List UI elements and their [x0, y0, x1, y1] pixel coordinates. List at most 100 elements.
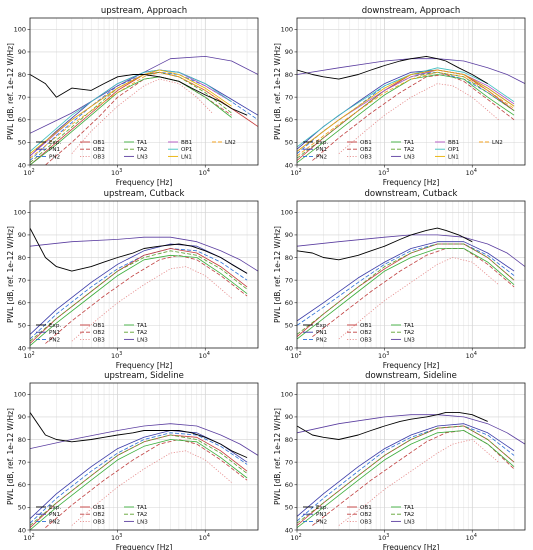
legend-label: Exp. — [49, 140, 61, 146]
series-ta1 — [30, 439, 248, 530]
y-tick-label: 50 — [18, 504, 26, 512]
series-pn2 — [30, 432, 248, 524]
series-ta1 — [30, 254, 248, 347]
legend-label: PN1 — [316, 330, 328, 336]
series-group — [297, 55, 525, 164]
x-tick-label: 104 — [199, 351, 210, 360]
y-tick-label: 60 — [285, 116, 293, 124]
x-tick-label: 103 — [111, 533, 122, 542]
legend-label: LN2 — [225, 140, 236, 146]
legend-label: BB1 — [181, 140, 193, 146]
series-group — [30, 227, 258, 347]
x-tick-label: 103 — [111, 168, 122, 177]
y-tick-label: 60 — [18, 116, 26, 124]
x-tick-label: 104 — [199, 533, 210, 542]
series-pn1 — [297, 423, 515, 517]
legend-label: PN2 — [316, 519, 327, 525]
x-tick-label: 102 — [23, 351, 34, 360]
y-tick-label: 80 — [18, 436, 26, 444]
legend-label: TA1 — [136, 140, 148, 146]
legend-label: LN3 — [137, 519, 148, 525]
series-ob2 — [45, 254, 248, 344]
legend-label: PN1 — [316, 512, 328, 518]
y-tick-label: 80 — [285, 71, 293, 79]
legend-label: LN3 — [137, 337, 148, 343]
y-axis-label: PWL [dB, ref. 1e-12 W/Hz] — [6, 226, 15, 323]
legend-label: OB3 — [93, 337, 105, 343]
series-exp — [297, 227, 473, 261]
x-tick-label: 103 — [378, 168, 389, 177]
legend-label: LN3 — [404, 519, 415, 525]
x-tick-label: 104 — [466, 351, 477, 360]
y-tick-label: 40 — [285, 526, 293, 534]
y-tick-label: 40 — [18, 526, 26, 534]
legend-label: PN1 — [316, 147, 328, 153]
panel-title: downstream, Cutback — [365, 189, 458, 199]
y-axis-label: PWL [dB, ref. 1e-12 W/Hz] — [273, 43, 282, 140]
series-ln2 — [297, 71, 515, 157]
legend-label: TA2 — [403, 147, 414, 153]
y-axis-label: PWL [dB, ref. 1e-12 W/Hz] — [6, 408, 15, 505]
legend-label: LN1 — [448, 154, 459, 160]
legend-label: OB1 — [93, 323, 105, 329]
x-axis-label: Frequency [Hz] — [383, 178, 440, 187]
y-tick-label: 60 — [18, 481, 26, 489]
legend-label: PN2 — [316, 154, 327, 160]
series-ta2 — [297, 425, 515, 524]
grid — [29, 383, 259, 531]
series-ln3 — [30, 236, 258, 272]
x-tick-label: 104 — [466, 533, 477, 542]
plot-frame — [296, 17, 526, 166]
legend-label: Exp. — [316, 140, 328, 146]
legend-label: OB2 — [93, 330, 105, 336]
legend-label: OB3 — [360, 337, 372, 343]
series-ta1 — [30, 76, 232, 165]
y-tick-label: 100 — [281, 209, 293, 217]
panel-title: upstream, Cutback — [104, 189, 185, 199]
y-tick-label: 50 — [285, 322, 293, 330]
legend-label: OP1 — [181, 147, 193, 153]
y-tick-label: 80 — [18, 71, 26, 79]
legend-label: LN2 — [492, 140, 503, 146]
legend-label: OB1 — [93, 140, 105, 146]
y-tick-label: 70 — [18, 276, 26, 284]
legend-label: OB1 — [93, 505, 105, 511]
legend-label: TA1 — [403, 505, 415, 511]
panel-title: downstream, Sideline — [365, 371, 457, 381]
series-ta2 — [30, 250, 248, 342]
y-tick-label: 100 — [14, 26, 26, 34]
legend-label: OB3 — [93, 519, 105, 525]
series-group — [297, 227, 525, 340]
series-ta1 — [297, 430, 515, 529]
series-ln1 — [297, 69, 515, 152]
x-tick-label: 103 — [378, 533, 389, 542]
series-ln2 — [30, 71, 232, 159]
legend-label: LN1 — [181, 154, 192, 160]
y-tick-label: 50 — [285, 139, 293, 147]
y-tick-label: 90 — [18, 413, 26, 421]
panel-1: upstream, Approach 40 50 60 70 80 90 100 102 103 1… — [6, 6, 259, 187]
plot-frame — [29, 382, 259, 531]
series-ta2 — [297, 243, 515, 335]
series-exp — [30, 74, 248, 116]
legend-label: TA2 — [136, 330, 147, 336]
series-exp — [297, 55, 488, 84]
series-op1 — [30, 69, 232, 152]
y-tick-label: 50 — [285, 504, 293, 512]
y-tick-label: 80 — [285, 254, 293, 262]
series-ob3 — [71, 78, 213, 154]
y-tick-label: 70 — [285, 276, 293, 284]
legend-label: TA2 — [403, 512, 414, 518]
series-exp — [30, 227, 248, 274]
x-tick-label: 102 — [290, 351, 301, 360]
x-axis-label: Frequency [Hz] — [116, 361, 173, 370]
legend-label: PN2 — [316, 337, 327, 343]
legend-label: OB3 — [360, 154, 372, 160]
x-tick-label: 103 — [111, 351, 122, 360]
legend-label: TA1 — [403, 323, 415, 329]
